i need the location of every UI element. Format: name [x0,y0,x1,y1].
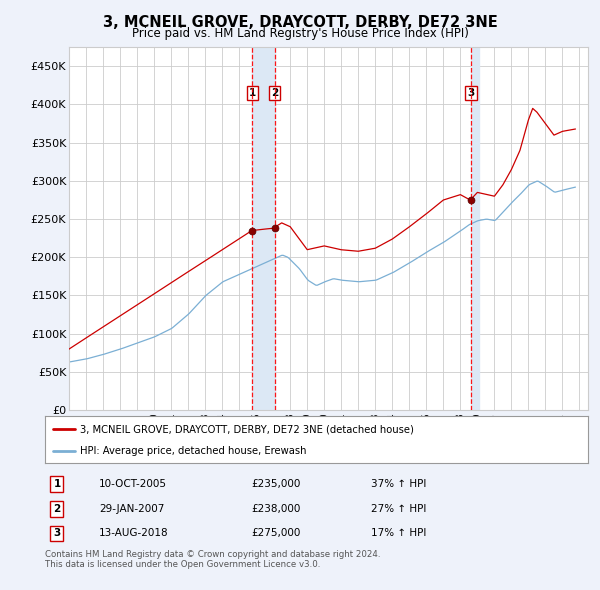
Bar [253,47,275,410]
Text: 17% ↑ HPI: 17% ↑ HPI [371,529,426,539]
Text: £275,000: £275,000 [251,529,301,539]
Text: 27% ↑ HPI: 27% ↑ HPI [371,504,426,514]
Text: 2: 2 [271,88,278,98]
Text: 3: 3 [53,529,61,539]
Bar [471,47,479,410]
Text: 37% ↑ HPI: 37% ↑ HPI [371,480,426,489]
Text: £235,000: £235,000 [251,480,301,489]
Text: 2: 2 [53,504,61,514]
Text: 10-OCT-2005: 10-OCT-2005 [100,480,167,489]
Text: 3: 3 [467,88,475,98]
Text: 1: 1 [249,88,256,98]
Text: 13-AUG-2018: 13-AUG-2018 [100,529,169,539]
Text: 3, MCNEIL GROVE, DRAYCOTT, DERBY, DE72 3NE: 3, MCNEIL GROVE, DRAYCOTT, DERBY, DE72 3… [103,15,497,30]
Text: HPI: Average price, detached house, Erewash: HPI: Average price, detached house, Erew… [80,447,307,456]
Text: Contains HM Land Registry data © Crown copyright and database right 2024.
This d: Contains HM Land Registry data © Crown c… [45,550,380,569]
Text: 3, MCNEIL GROVE, DRAYCOTT, DERBY, DE72 3NE (detached house): 3, MCNEIL GROVE, DRAYCOTT, DERBY, DE72 3… [80,424,414,434]
Text: 1: 1 [53,480,61,489]
Text: Price paid vs. HM Land Registry's House Price Index (HPI): Price paid vs. HM Land Registry's House … [131,27,469,40]
Text: 29-JAN-2007: 29-JAN-2007 [100,504,164,514]
Text: £238,000: £238,000 [251,504,301,514]
